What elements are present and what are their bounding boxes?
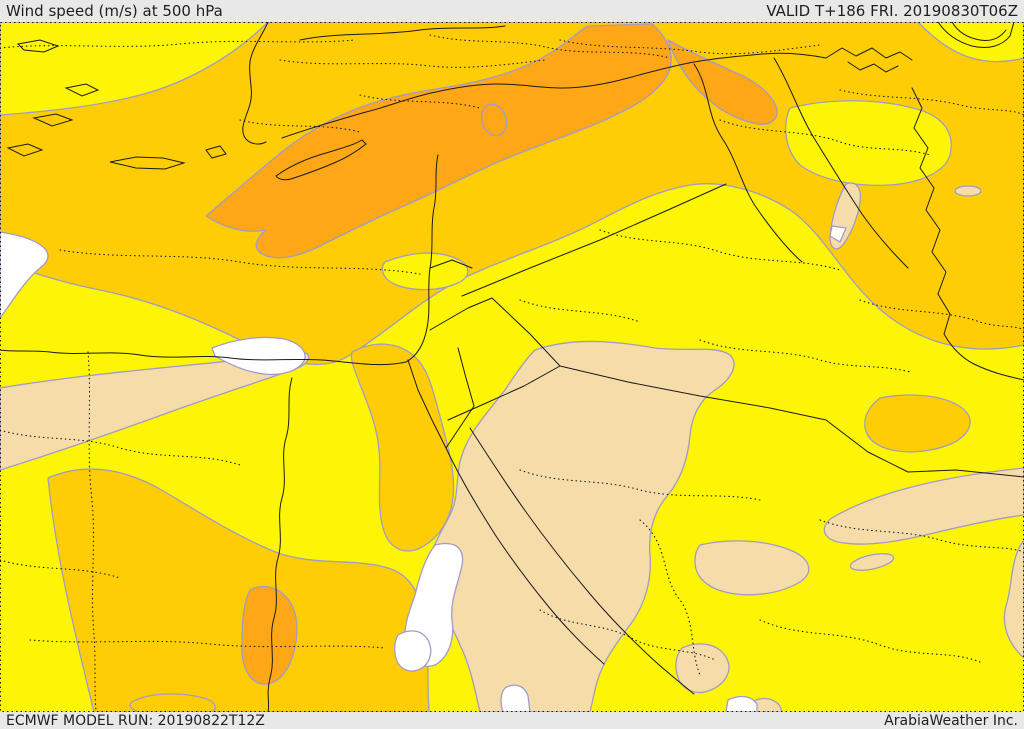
valid-time-label: VALID T+186 FRI. 20190830T06Z bbox=[766, 2, 1018, 20]
dotted-boundaries bbox=[0, 34, 1024, 712]
fill-moderate-inlets bbox=[0, 22, 1024, 291]
footer-bar: ECMWF MODEL RUN: 20190822T12Z ArabiaWeat… bbox=[0, 712, 1024, 729]
coastline-borders bbox=[0, 22, 1024, 712]
fill-highest-cores bbox=[205, 23, 778, 685]
map-frame bbox=[0, 22, 1024, 712]
fill-lowest-pockets bbox=[0, 225, 847, 712]
header-bar: Wind speed (m/s) at 500 hPa VALID T+186 … bbox=[0, 0, 1024, 22]
model-run-label: ECMWF MODEL RUN: 20190822T12Z bbox=[6, 712, 265, 729]
map-title: Wind speed (m/s) at 500 hPa bbox=[6, 2, 223, 20]
brand-label: ArabiaWeather Inc. bbox=[884, 712, 1018, 729]
